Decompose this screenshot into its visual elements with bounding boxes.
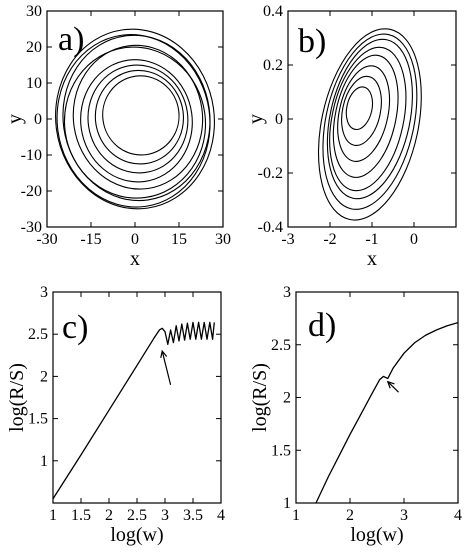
y-tick-label: 3 xyxy=(40,284,48,301)
attractor-loop xyxy=(337,65,391,162)
y-tick-label: 1 xyxy=(40,453,48,470)
x-tick-label: 0 xyxy=(410,231,418,248)
x-tick-label: -15 xyxy=(80,231,101,248)
attractor-loop xyxy=(326,38,413,200)
y-tick-label: 1.5 xyxy=(28,411,48,428)
attractor-loop xyxy=(72,44,204,190)
y-tick-label: 30 xyxy=(26,3,42,20)
rs-curve xyxy=(52,321,215,500)
x-tick-label: 15 xyxy=(171,231,187,248)
x-tick-label: -3 xyxy=(281,231,294,248)
y-axis-label: log(R/S) xyxy=(6,363,28,432)
y-tick-label: 10 xyxy=(26,75,42,92)
attractor-loop xyxy=(87,64,189,174)
y-tick-label: 2 xyxy=(40,368,48,385)
x-axis-label: log(w) xyxy=(110,524,163,546)
y-tick-label: 0.4 xyxy=(263,3,283,20)
x-tick-label: 1.5 xyxy=(71,507,91,524)
attractor-loop xyxy=(322,33,418,210)
attractor-loop xyxy=(80,59,193,183)
x-tick-label: 3 xyxy=(400,507,408,524)
attractor-loop xyxy=(341,75,382,147)
panel-b-label: b) xyxy=(298,23,326,60)
attractor-loop xyxy=(317,28,422,221)
y-tick-label: 1.5 xyxy=(271,442,291,459)
attractor-loop xyxy=(62,34,211,202)
x-tick-label: -2 xyxy=(323,231,336,248)
panel-a-attractor-chart: a) -30 -15 0 15 30 -30 -20 -10 0 10 20 30 x y xyxy=(4,3,231,270)
x-tick-label: 1 xyxy=(49,507,57,524)
x-axis-label: x xyxy=(367,248,377,270)
panel-d-label: d) xyxy=(308,307,336,344)
y-tick-label: 1 xyxy=(283,495,291,512)
x-tick-label: -30 xyxy=(36,231,57,248)
x-tick-label: 0 xyxy=(131,231,139,248)
y-tick-label: 2.5 xyxy=(271,337,291,354)
y-tick-label: 20 xyxy=(26,39,42,56)
x-tick-label: -1 xyxy=(365,231,378,248)
x-tick-label: 3 xyxy=(161,507,169,524)
x-tick-label: 4 xyxy=(454,507,462,524)
y-tick-label: -30 xyxy=(21,219,42,236)
y-tick-label: 3 xyxy=(283,284,291,301)
y-axis-label: y xyxy=(4,114,26,124)
y-tick-label: -0.2 xyxy=(258,165,283,182)
attractor-loop xyxy=(55,28,215,210)
y-axis-label: y xyxy=(245,114,267,124)
x-tick-label: 3.5 xyxy=(183,507,203,524)
y-tick-label: -20 xyxy=(21,183,42,200)
y-tick-label: 0.2 xyxy=(263,57,283,74)
y-axis-label: log(R/S) xyxy=(249,363,271,432)
x-tick-label: 30 xyxy=(215,231,231,248)
panel-c-label: c) xyxy=(62,309,88,346)
attractor-loop xyxy=(329,46,407,192)
y-tick-label: 0 xyxy=(275,111,283,128)
y-tick-label: -0.4 xyxy=(258,219,283,236)
rs-curve xyxy=(315,321,459,504)
attractor-loop xyxy=(94,69,185,165)
x-axis-label: log(w) xyxy=(350,524,403,546)
attractor-loop xyxy=(332,54,399,178)
y-tick-label: -10 xyxy=(21,147,42,164)
panel-a-label: a) xyxy=(58,21,84,58)
x-tick-label: 1 xyxy=(292,507,300,524)
x-tick-label: 4 xyxy=(217,507,225,524)
y-tick-label: 0 xyxy=(34,111,42,128)
arrow-annotation xyxy=(160,349,172,385)
y-tick-label: 2.5 xyxy=(28,326,48,343)
arrow-annotation xyxy=(386,380,400,393)
attractor-loop xyxy=(345,86,374,131)
panel-b-attractor-chart: b) -3 -2 -1 0 -0.4 -0.2 0 0.2 0.4 x y xyxy=(245,3,457,270)
x-axis-label: x xyxy=(130,248,140,270)
x-tick-label: 2 xyxy=(346,507,354,524)
attractor-loop xyxy=(63,46,207,199)
x-tick-label: 2 xyxy=(105,507,113,524)
attractor-loop xyxy=(102,75,180,156)
y-tick-label: 2 xyxy=(283,390,291,407)
x-tick-label: 2.5 xyxy=(127,507,147,524)
